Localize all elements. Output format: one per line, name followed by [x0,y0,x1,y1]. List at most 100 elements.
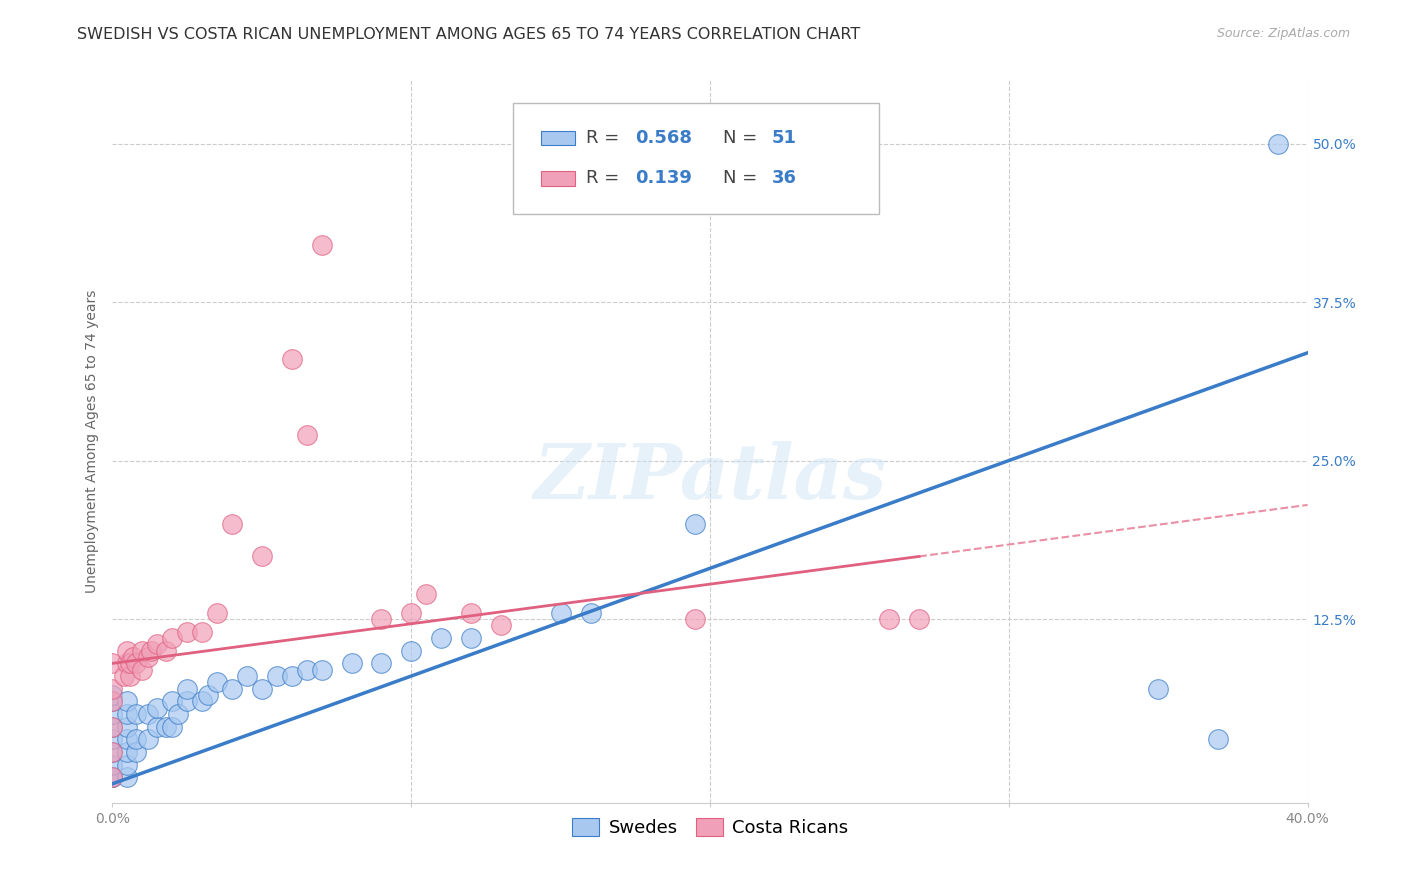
Point [101,771,124,785]
Point [125,657,148,671]
Point [460,606,482,620]
Point [101,757,124,772]
Point [101,681,124,696]
Point [250,681,273,696]
Point [162,720,183,734]
Point [236,669,259,683]
Point [125,745,148,759]
Point [122,650,145,665]
Point [295,428,318,442]
Legend: Swedes, Costa Ricans: Swedes, Costa Ricans [565,811,855,845]
Point [138,732,160,747]
Point [176,694,198,708]
Point [138,650,160,665]
Point [125,732,148,747]
Point [101,745,124,759]
Text: N =: N = [723,129,762,147]
Point [167,707,190,722]
Point [117,720,139,734]
Text: SWEDISH VS COSTA RICAN UNEMPLOYMENT AMONG AGES 65 TO 74 YEARS CORRELATION CHART: SWEDISH VS COSTA RICAN UNEMPLOYMENT AMON… [77,27,860,42]
Point [146,637,169,651]
Text: N =: N = [723,169,762,187]
Point [138,707,160,722]
Point [1267,136,1289,151]
Point [176,681,198,696]
Point [1147,681,1170,696]
Point [162,694,183,708]
Point [155,643,177,657]
Point [311,238,333,252]
Point [131,663,153,677]
Text: Source: ZipAtlas.com: Source: ZipAtlas.com [1216,27,1350,40]
Point [101,732,124,747]
Point [197,688,219,702]
Point [125,707,148,722]
Point [101,720,124,734]
Point [117,757,139,772]
Point [101,771,124,785]
Point [141,643,163,657]
Point [221,516,243,531]
Point [117,707,139,722]
Point [120,669,142,683]
Point [401,606,423,620]
Point [1206,732,1229,747]
Point [579,606,602,620]
Point [205,606,228,620]
Point [295,663,318,677]
Point [489,618,512,632]
Y-axis label: Unemployment Among Ages 65 to 74 years: Unemployment Among Ages 65 to 74 years [84,290,98,593]
Point [101,688,124,702]
Point [162,631,183,645]
Point [117,694,139,708]
Text: 36: 36 [772,169,797,187]
Point [176,624,198,639]
Text: R =: R = [586,169,626,187]
Point [101,657,124,671]
Point [114,669,135,683]
Point [101,694,124,708]
Point [146,700,169,714]
Point [101,720,124,734]
Point [101,694,124,708]
Text: R =: R = [586,129,626,147]
Text: ZIPatlas: ZIPatlas [533,441,887,515]
Point [683,516,706,531]
Point [120,657,142,671]
Point [221,681,243,696]
Point [117,771,139,785]
Point [460,631,482,645]
Point [155,720,177,734]
Point [205,675,228,690]
Point [415,587,437,601]
Point [191,694,214,708]
Point [281,669,304,683]
Point [908,612,931,626]
Point [683,612,706,626]
Point [101,771,124,785]
Point [281,352,304,367]
Point [101,771,124,785]
Point [191,624,214,639]
Point [401,643,423,657]
Text: 0.139: 0.139 [636,169,692,187]
Point [550,606,572,620]
Point [430,631,453,645]
Point [266,669,288,683]
Point [340,657,363,671]
Point [117,732,139,747]
Point [117,643,139,657]
Text: 51: 51 [772,129,797,147]
Text: 0.568: 0.568 [636,129,693,147]
Point [879,612,901,626]
Point [311,663,333,677]
Point [117,745,139,759]
Point [101,745,124,759]
Point [101,707,124,722]
Point [146,720,169,734]
Point [131,643,153,657]
Point [370,612,392,626]
Point [370,657,392,671]
Point [117,657,139,671]
Point [250,549,273,563]
